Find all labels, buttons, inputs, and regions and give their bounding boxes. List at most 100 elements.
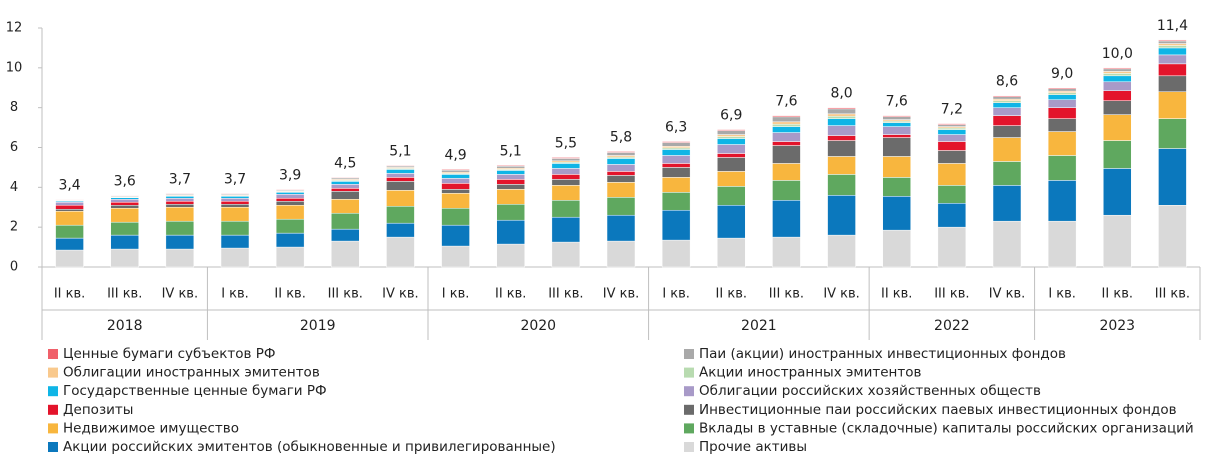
total-label: 6,3 <box>665 120 687 136</box>
bar-segment <box>661 167 691 178</box>
bar-segment <box>220 198 250 202</box>
bar-segment <box>661 142 691 147</box>
x-tick-label: II кв. <box>716 287 747 302</box>
bar-segment <box>606 164 636 172</box>
year-label: 2022 <box>934 318 970 334</box>
legend-swatch <box>684 367 694 378</box>
bar-segment <box>661 177 691 193</box>
legend-label: Инвестиционные паи российских паевых инв… <box>699 402 1177 418</box>
bar-segment <box>937 163 967 186</box>
bar-segment <box>992 125 1022 138</box>
bar-segment <box>496 174 525 180</box>
bar-segment <box>1047 180 1077 222</box>
legend-label: Вклады в уставные (складочные) капиталы … <box>699 420 1194 436</box>
legend-swatch <box>48 442 58 452</box>
x-tick-label: IV кв. <box>823 287 860 302</box>
bar-segment <box>1158 39 1187 42</box>
bar-segment <box>110 248 139 268</box>
bar-segment <box>992 100 1022 103</box>
total-label: 5,1 <box>389 143 411 159</box>
total-label: 3,7 <box>169 171 191 187</box>
bar-segment <box>165 196 195 199</box>
bar-segment <box>110 199 139 203</box>
bar-segment <box>717 205 746 239</box>
legend-swatch <box>684 423 694 434</box>
bar-segment <box>1047 99 1077 108</box>
bar-segment <box>882 126 911 135</box>
bar-segment <box>882 134 911 138</box>
bar-segment <box>496 204 525 221</box>
x-tick-label: III кв. <box>548 287 583 302</box>
bar-segment <box>386 169 415 174</box>
bar-segment <box>496 184 525 190</box>
bar-segment <box>110 234 139 250</box>
bar-segment <box>717 186 746 206</box>
bar-segment <box>882 137 911 157</box>
bar-segment <box>1047 92 1077 95</box>
bar-segment <box>772 145 801 164</box>
bar-segment <box>386 236 415 268</box>
bar-segment <box>275 194 305 199</box>
bar-segment <box>441 245 470 268</box>
total-label: 5,8 <box>610 129 632 145</box>
bar-segment <box>496 243 525 268</box>
x-tick-label: IV кв. <box>603 287 640 302</box>
legend-label: Акции российских эмитентов (обыкновенные… <box>63 439 556 455</box>
bar-segment <box>275 198 305 202</box>
x-tick-label: I кв. <box>1048 287 1076 302</box>
total-label: 5,1 <box>500 143 522 159</box>
bar-segment <box>772 141 801 146</box>
total-label: 4,9 <box>444 147 466 163</box>
legend-label: Государственные ценные бумаги РФ <box>63 383 327 399</box>
legend-label: Акции иностранных эмитентов <box>699 365 921 381</box>
x-tick-label: II кв. <box>881 287 912 302</box>
bar-segment <box>220 207 250 222</box>
bar-segment <box>275 246 305 268</box>
bar-segment <box>1103 73 1132 77</box>
bar-segment <box>606 197 636 216</box>
total-label: 8,6 <box>996 74 1018 90</box>
total-label: 5,5 <box>555 135 577 151</box>
bar-segment <box>441 224 470 247</box>
bar-segment <box>827 156 856 175</box>
bar-segment <box>1158 45 1187 49</box>
bar-segment <box>1158 118 1187 149</box>
bar-segment <box>827 140 856 157</box>
bar-segment <box>827 234 856 268</box>
bar-segment <box>551 241 581 268</box>
bar-segment <box>165 220 195 236</box>
bar-segment <box>441 183 470 190</box>
x-tick-label: IV кв. <box>162 287 199 302</box>
bar-segment <box>386 181 415 191</box>
bar-segment <box>1047 88 1077 92</box>
bar-segment <box>717 237 746 268</box>
bar-segment <box>55 224 84 239</box>
bar-segment <box>1047 131 1077 156</box>
legend-swatch <box>48 386 58 397</box>
bar-segment <box>772 126 801 133</box>
bar-segment <box>1103 68 1132 72</box>
bar-segment <box>55 208 84 212</box>
bar-segment <box>606 175 636 183</box>
bar-segment <box>1158 43 1187 46</box>
bar-segment <box>606 152 636 156</box>
bar-segment <box>386 173 415 178</box>
x-tick-label: I кв. <box>662 287 690 302</box>
bar-segment <box>827 174 856 196</box>
bar-segment <box>496 219 525 245</box>
bar-segment <box>331 212 360 230</box>
y-tick-label: 0 <box>10 260 18 275</box>
bar-segment <box>220 220 250 236</box>
bar-segment <box>1103 90 1132 101</box>
total-label: 3,7 <box>224 171 246 187</box>
x-tick-label: III кв. <box>107 287 142 302</box>
total-label: 3,4 <box>58 177 80 193</box>
bar-segment <box>551 174 581 180</box>
bar-segment <box>717 134 746 137</box>
bar-segment <box>606 214 636 242</box>
bar-segment <box>1103 214 1132 268</box>
total-label: 8,0 <box>830 86 852 102</box>
total-label: 7,6 <box>886 94 908 110</box>
bar-segment <box>772 116 801 123</box>
year-label: 2018 <box>107 318 143 334</box>
